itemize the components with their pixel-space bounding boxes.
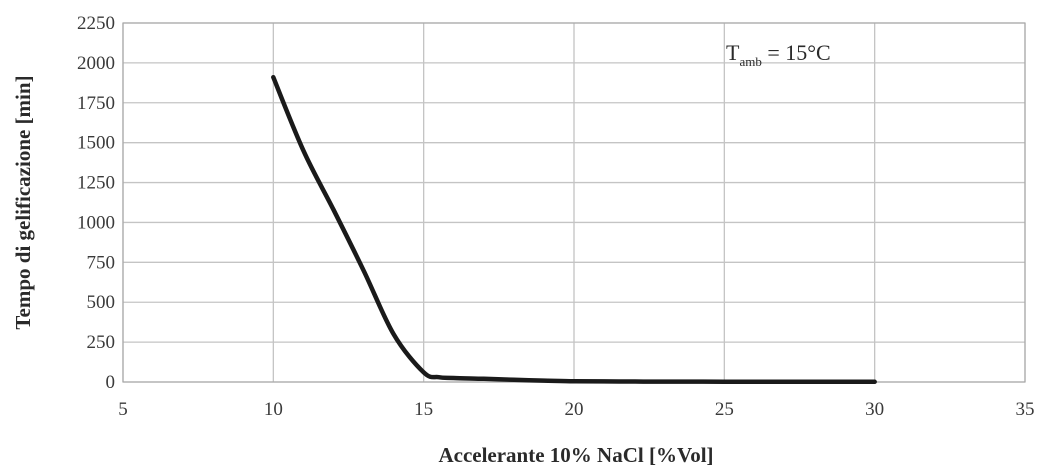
annotation-main: T [726,40,740,65]
annotation-rest: = 15°C [762,40,831,65]
y-tick-label: 0 [106,372,116,393]
y-axis-tick-labels: 0 250 500 750 1000 1250 1500 1750 2000 2250 [77,13,115,393]
x-tick-label: 10 [264,399,283,420]
temperature-annotation: Tamb = 15°C [726,40,831,69]
annotation-subscript: amb [739,54,761,69]
y-tick-label: 1000 [77,212,115,233]
y-axis-title: Tempo di gelificazione [min] [11,75,35,329]
x-axis-tick-labels: 5 10 15 20 25 30 35 [118,399,1034,420]
y-tick-label: 1250 [77,173,115,194]
x-tick-label: 15 [414,399,433,420]
x-tick-label: 20 [565,399,584,420]
x-tick-label: 35 [1016,399,1035,420]
y-tick-label: 2250 [77,13,115,34]
y-tick-label: 750 [87,252,116,273]
gridlines [122,22,1026,383]
y-tick-label: 1750 [77,93,115,114]
y-tick-label: 500 [87,292,116,313]
series-group [271,74,877,385]
series-line [271,74,877,385]
x-tick-label: 25 [715,399,734,420]
y-tick-label: 1500 [77,133,115,154]
y-tick-label: 250 [87,332,116,353]
y-tick-label: 2000 [77,53,115,74]
x-tick-label: 5 [118,399,128,420]
x-axis-title: Accelerante 10% NaCl [%Vol] [438,443,713,467]
x-tick-label: 30 [865,399,884,420]
